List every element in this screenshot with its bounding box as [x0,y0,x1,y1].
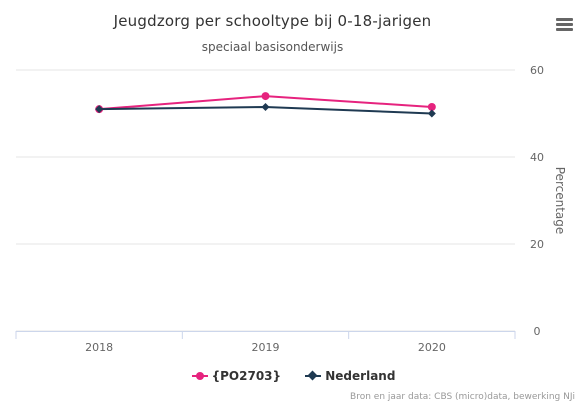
legend-label: {PO2703} [211,369,282,383]
data-point [95,105,104,114]
y-tick-label: 20 [530,238,544,251]
chart-legend: {PO2703} Nederland [0,369,587,384]
chart-title: Jeugdzorg per schooltype bij 0-18-jarige… [113,12,432,30]
y-tick-label: 0 [534,325,541,338]
x-tick-label: 2020 [418,341,446,354]
legend-item-po2703[interactable]: {PO2703} [191,369,282,383]
data-point [427,109,436,118]
hamburger-menu-icon[interactable] [556,18,573,32]
diamond-marker-icon [305,370,322,381]
y-tick-label: 60 [530,64,544,77]
data-point [261,92,270,101]
chart-subtitle: speciaal basisonderwijs [201,40,344,54]
circle-marker-icon [191,371,208,381]
credits-text[interactable]: Bron en jaar data: CBS (micro)data, bewe… [350,392,575,402]
legend-item-nederland[interactable]: Nederland [305,369,395,383]
data-point [427,102,436,111]
y-axis-title: Percentage [553,167,567,235]
data-point [261,102,270,111]
line-chart: 0 20 40 60 2018 2019 2020 Percentage [15,64,567,354]
legend-label: Nederland [325,369,396,383]
x-tick-label: 2018 [85,341,113,354]
y-tick-label: 40 [530,151,544,164]
x-tick-label: 2019 [252,341,280,354]
